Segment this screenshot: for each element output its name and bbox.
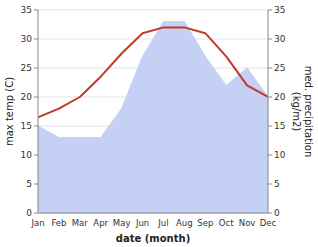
y2-tick-label: 5 xyxy=(274,179,280,189)
x-tick-label: Aug xyxy=(176,218,193,228)
x-tick-label: Jan xyxy=(30,218,44,228)
y2-tick xyxy=(268,155,272,156)
y-tick-label: 0 xyxy=(26,208,32,218)
y2-tick-label: 20 xyxy=(274,92,286,102)
y2-tick-label: 35 xyxy=(274,5,285,15)
precipitation-area xyxy=(38,22,268,213)
y-tick xyxy=(34,10,38,11)
y-tick xyxy=(34,184,38,185)
y2-tick xyxy=(268,68,272,69)
x-tick-label: Mar xyxy=(72,218,89,228)
x-tick-label: Sep xyxy=(197,218,213,228)
y-tick-label: 20 xyxy=(21,92,33,102)
y2-axis-title-line: med. precipitation xyxy=(303,66,314,158)
y-tick xyxy=(34,97,38,98)
y2-tick-label: 25 xyxy=(274,63,285,73)
y2-axis-title: med. precipitation(kg/m2) xyxy=(291,66,314,158)
y2-tick xyxy=(268,10,272,11)
y2-tick xyxy=(268,213,272,214)
y-tick-label: 25 xyxy=(21,63,32,73)
y2-tick-label: 10 xyxy=(274,150,286,160)
y2-tick-label: 0 xyxy=(274,208,280,218)
x-tick-label: Jul xyxy=(157,218,168,228)
x-tick-label: Nov xyxy=(239,218,256,228)
grid-line xyxy=(38,213,268,214)
axes: 0 5 10 15 20 25 30 35 0 5 10 15 20 25 30 35 Jan Feb Mar Apr… xyxy=(21,5,286,229)
y2-tick xyxy=(268,126,272,127)
plot-area xyxy=(38,22,268,213)
chart: 0 5 10 15 20 25 30 35 0 5 10 15 20 25 30 35 Jan Feb Mar Apr… xyxy=(0,0,318,247)
y-tick-label: 15 xyxy=(21,121,32,131)
y-tick-label: 5 xyxy=(26,179,32,189)
y-tick xyxy=(34,68,38,69)
y2-axis-title-line: (kg/m2) xyxy=(291,92,302,132)
y-tick-label: 10 xyxy=(21,150,33,160)
x-tick-label: Apr xyxy=(93,218,108,228)
y-axis-title: max temp (C) xyxy=(4,77,15,146)
y-tick xyxy=(34,39,38,40)
temperature-line xyxy=(38,27,268,117)
grid-line xyxy=(38,10,268,11)
y-tick xyxy=(34,213,38,214)
y2-tick xyxy=(268,39,272,40)
y-tick xyxy=(34,126,38,127)
grid xyxy=(38,10,268,213)
y-tick-label: 30 xyxy=(21,34,33,44)
x-tick-label: Jun xyxy=(135,218,149,228)
y-tick xyxy=(34,155,38,156)
y2-tick xyxy=(268,97,272,98)
y2-tick xyxy=(268,184,272,185)
x-tick-label: May xyxy=(113,218,131,228)
y2-tick-label: 30 xyxy=(274,34,286,44)
y-tick-label: 35 xyxy=(21,5,32,15)
x-tick-label: Oct xyxy=(219,218,234,228)
y2-tick-label: 15 xyxy=(274,121,285,131)
x-axis-line xyxy=(38,213,268,214)
y-axis-line xyxy=(38,10,39,213)
x-tick-label: Feb xyxy=(51,218,66,228)
x-tick-label: Dec xyxy=(260,218,277,228)
y2-axis-line xyxy=(268,10,269,213)
x-axis-title: date (month) xyxy=(116,233,190,244)
